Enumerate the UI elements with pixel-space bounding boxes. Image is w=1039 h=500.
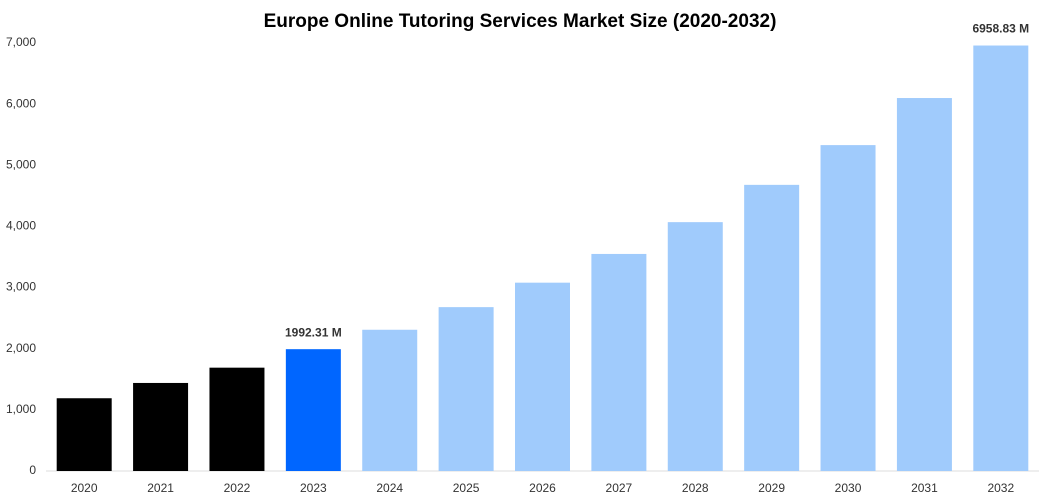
x-tick-label: 2024 bbox=[376, 481, 403, 495]
value-label: 1992.31 M bbox=[285, 325, 342, 339]
bar bbox=[896, 98, 952, 472]
x-tick-label: 2023 bbox=[300, 481, 327, 495]
y-tick-label: 4,000 bbox=[6, 219, 36, 233]
y-tick-label: 1,000 bbox=[6, 402, 36, 416]
bar bbox=[591, 253, 647, 471]
y-tick-label: 6,000 bbox=[6, 96, 36, 110]
bar bbox=[285, 349, 341, 471]
bar bbox=[667, 222, 723, 471]
x-tick-label: 2026 bbox=[529, 481, 556, 495]
bar bbox=[362, 329, 418, 471]
x-tick-label: 2028 bbox=[682, 481, 709, 495]
bar bbox=[973, 45, 1029, 472]
x-tick-label: 2022 bbox=[224, 481, 251, 495]
y-tick-label: 2,000 bbox=[6, 341, 36, 355]
x-tick-label: 2031 bbox=[911, 481, 938, 495]
bar bbox=[438, 307, 494, 471]
bar bbox=[820, 145, 876, 471]
x-tick-label: 2032 bbox=[987, 481, 1014, 495]
bar bbox=[56, 398, 112, 471]
bar bbox=[209, 367, 265, 471]
x-tick-label: 2027 bbox=[606, 481, 633, 495]
y-tick-label: 3,000 bbox=[6, 280, 36, 294]
value-label: 6958.83 M bbox=[972, 22, 1029, 36]
bar bbox=[744, 184, 800, 471]
bar bbox=[133, 382, 189, 471]
x-tick-label: 2021 bbox=[147, 481, 174, 495]
chart-title: Europe Online Tutoring Services Market S… bbox=[264, 11, 777, 32]
x-tick-label: 2029 bbox=[758, 481, 785, 495]
x-tick-label: 2030 bbox=[835, 481, 862, 495]
bar bbox=[515, 282, 570, 471]
y-tick-label: 0 bbox=[29, 463, 36, 477]
y-tick-label: 7,000 bbox=[6, 35, 36, 49]
x-tick-label: 2025 bbox=[453, 481, 480, 495]
x-tick-label: 2020 bbox=[71, 481, 98, 495]
y-tick-label: 5,000 bbox=[6, 157, 36, 171]
